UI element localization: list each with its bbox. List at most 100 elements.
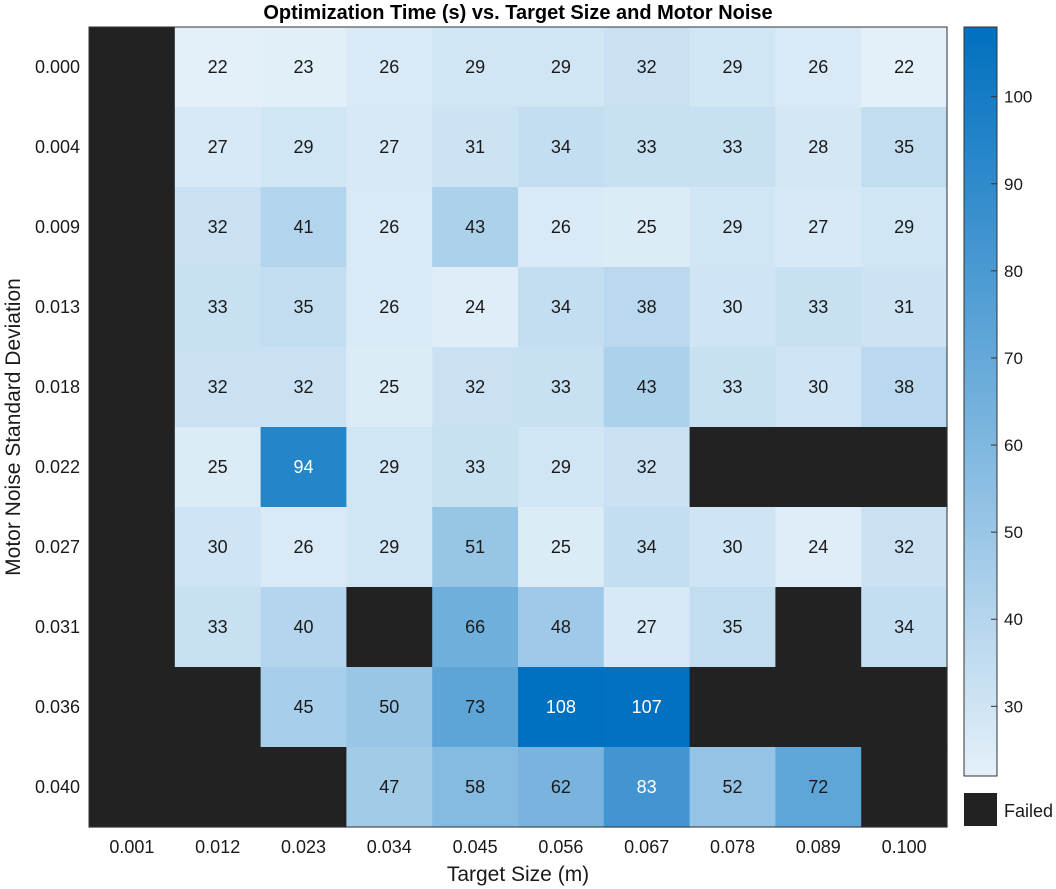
cell-value-label: 27 — [379, 137, 399, 157]
heatmap-cell — [346, 347, 433, 428]
heatmap-cell — [861, 107, 948, 188]
cell-value-label: 29 — [722, 217, 742, 237]
x-tick-label: 0.056 — [538, 837, 583, 857]
heatmap-cell — [174, 267, 262, 348]
heatmap-cell — [861, 427, 948, 508]
cell-value-label: 25 — [208, 457, 228, 477]
x-tick-label: 0.023 — [281, 837, 326, 857]
cell-value-label: 35 — [722, 617, 742, 637]
cell-value-label: 33 — [208, 297, 228, 317]
heatmap-cell — [260, 427, 347, 508]
cell-value-label: 29 — [379, 457, 399, 477]
x-axis-ticks: 0.001 0.012 0.023 0.034 0.045 0.056 0.067 0.078… — [109, 837, 926, 857]
cell-value-label: 62 — [551, 777, 571, 797]
heatmap-cell — [346, 187, 433, 268]
heatmap-cell — [603, 427, 691, 508]
heatmap-cell — [603, 267, 691, 348]
heatmap-cell — [689, 187, 776, 268]
heatmap-cell — [260, 507, 347, 588]
colorbar-tick-label: 80 — [1004, 262, 1023, 281]
colorbar-ticks: 30 40 50 60 70 80 90 100 — [991, 88, 1032, 716]
cell-value-label: 24 — [465, 297, 485, 317]
cell-value-label: 31 — [894, 297, 914, 317]
x-tick-label: 0.078 — [710, 837, 755, 857]
heatmap-cell — [174, 427, 262, 508]
x-tick-label: 0.067 — [624, 837, 669, 857]
cell-value-label: 33 — [808, 297, 828, 317]
cell-value-label: 26 — [808, 57, 828, 77]
cell-value-label: 32 — [465, 377, 485, 397]
x-tick-label: 0.001 — [109, 837, 154, 857]
cell-value-label: 73 — [465, 697, 485, 717]
cell-value-label: 50 — [379, 697, 399, 717]
heatmap-cell — [689, 27, 776, 108]
heatmap-cell — [89, 747, 176, 828]
cell-value-label: 66 — [465, 617, 485, 637]
heatmap-cell — [775, 667, 862, 748]
x-tick-label: 0.089 — [796, 837, 841, 857]
heatmap-cell — [518, 427, 605, 508]
cell-value-label: 26 — [293, 537, 313, 557]
y-tick-label: 0.000 — [35, 57, 80, 77]
heatmap-cell — [89, 347, 176, 428]
heatmap-cell — [775, 507, 862, 588]
heatmap-cell — [861, 747, 948, 828]
cell-value-label: 108 — [546, 697, 576, 717]
cell-value-label: 28 — [808, 137, 828, 157]
heatmap-cell — [775, 187, 862, 268]
cell-value-label: 33 — [208, 617, 228, 637]
colorbar-tick-label: 100 — [1004, 88, 1032, 107]
heatmap-cell — [689, 427, 776, 508]
heatmap-cell — [89, 507, 176, 588]
heatmap-cell — [260, 27, 347, 108]
heatmap-cell — [861, 267, 948, 348]
cell-value-label: 27 — [808, 217, 828, 237]
heatmap-cell — [775, 267, 862, 348]
x-tick-label: 0.100 — [882, 837, 927, 857]
cell-value-label: 32 — [208, 217, 228, 237]
cell-value-label: 27 — [208, 137, 228, 157]
heatmap-cell — [689, 587, 776, 668]
heatmap-cell — [89, 267, 176, 348]
cell-value-label: 32 — [208, 377, 228, 397]
heatmap-cell — [89, 427, 176, 508]
cell-value-label: 29 — [465, 57, 485, 77]
heatmap-cell — [603, 27, 691, 108]
heatmap-cell — [603, 587, 691, 668]
chart-title: Optimization Time (s) vs. Target Size an… — [263, 2, 772, 24]
heatmap-cell — [260, 107, 347, 188]
heatmap-cell — [861, 667, 948, 748]
heatmap-cell — [775, 107, 862, 188]
heatmap-cell — [518, 587, 605, 668]
heatmap-cell — [689, 667, 776, 748]
heatmap-cell — [89, 27, 176, 108]
heatmap-cell — [89, 667, 176, 748]
cell-value-label: 38 — [894, 377, 914, 397]
heatmap-cell — [518, 667, 605, 748]
heatmap-cell — [346, 587, 433, 668]
cell-value-label: 30 — [722, 297, 742, 317]
x-tick-label: 0.012 — [195, 837, 240, 857]
x-tick-label: 0.045 — [453, 837, 498, 857]
colorbar-tick-label: 60 — [1004, 436, 1023, 455]
y-axis-ticks: 0.000 0.004 0.009 0.013 0.018 0.022 0.027 0.031… — [35, 57, 80, 797]
y-axis-label: Motor Noise Standard Deviation — [2, 278, 25, 576]
heatmap-cell — [861, 187, 948, 268]
heatmap-cell — [603, 507, 691, 588]
cell-value-label: 29 — [551, 457, 571, 477]
heatmap-cell — [689, 507, 776, 588]
cell-value-label: 35 — [293, 297, 313, 317]
heatmap-cell — [603, 187, 691, 268]
cell-value-label: 94 — [293, 457, 313, 477]
heatmap-cell — [89, 587, 176, 668]
heatmap-cell — [861, 347, 948, 428]
heatmap-cell — [174, 347, 262, 428]
y-tick-label: 0.031 — [35, 617, 80, 637]
colorbar-tick-label: 40 — [1004, 610, 1023, 629]
heatmap-cell — [518, 347, 605, 428]
heatmap-cell — [518, 507, 605, 588]
cell-value-label: 29 — [293, 137, 313, 157]
cell-value-label: 26 — [379, 217, 399, 237]
cell-value-label: 29 — [551, 57, 571, 77]
